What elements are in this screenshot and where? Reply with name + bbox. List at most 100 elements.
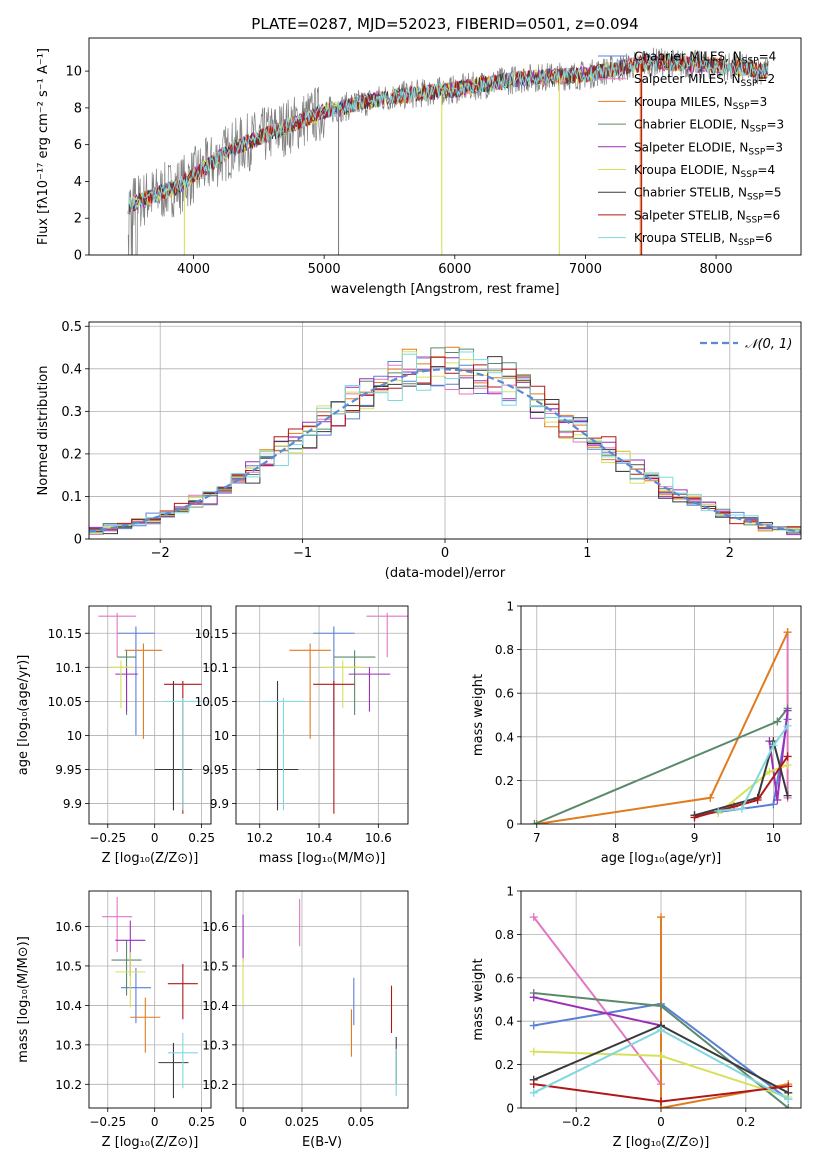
x-axis-label: E(B-V) bbox=[302, 1135, 342, 1150]
plot-area bbox=[98, 612, 202, 814]
weight-marker bbox=[657, 1097, 665, 1106]
x-axis-label: Z [log₁₀(Z/Z⊙)] bbox=[613, 1135, 710, 1150]
weight-marker bbox=[769, 800, 778, 809]
y-tick-label: 0 bbox=[506, 1102, 514, 1116]
y-tick-label: 0 bbox=[74, 249, 82, 264]
weight-marker bbox=[784, 1104, 793, 1108]
y-tick-label: 6 bbox=[74, 138, 82, 153]
y-axis-label: age [log₁₀(age/yr)] bbox=[16, 655, 31, 776]
x-tick-label: 0.05 bbox=[348, 1115, 375, 1129]
x-tick-label: −2 bbox=[151, 546, 170, 561]
legend-value: =2 bbox=[757, 72, 775, 86]
y-tick-label: 10.4 bbox=[55, 999, 82, 1013]
legend-subscript: SSP bbox=[747, 193, 764, 203]
x-tick-label: 10.2 bbox=[246, 831, 273, 845]
weight-marker bbox=[783, 761, 792, 770]
age-vs-Z-panel: −0.25 0 0.25 9.9 9.95 10 10.05 10.1 10.15 Z [log₁… bbox=[16, 605, 215, 866]
plot-area bbox=[127, 47, 769, 255]
legend-entry: Salpeter MILES, NSSP=2 bbox=[634, 72, 775, 89]
weight-line bbox=[532, 916, 662, 1085]
mass-vs-Z-panel: −0.25 0 0.25 10.2 10.3 10.4 10.5 10.6 Z [log₁₀(Z… bbox=[16, 890, 215, 1150]
weight-marker bbox=[784, 1082, 793, 1091]
x-tick-label: −0.25 bbox=[89, 831, 126, 845]
weight-line bbox=[660, 917, 789, 1108]
legend-entry: 𝒩(0, 1) bbox=[745, 337, 792, 352]
y-tick-label: 10.2 bbox=[55, 1078, 82, 1092]
legend-value: =4 bbox=[759, 50, 777, 64]
residual-histogram bbox=[89, 351, 801, 536]
x-tick-label: 0 bbox=[239, 1115, 247, 1129]
y-tick-label: 10.2 bbox=[202, 1078, 229, 1092]
x-tick-label: −0.25 bbox=[89, 1115, 126, 1129]
plot-area bbox=[102, 896, 198, 1099]
y-tick-label: 10.05 bbox=[195, 695, 229, 709]
y-tick-label: 9.95 bbox=[55, 763, 82, 777]
plot-area bbox=[530, 628, 792, 824]
weight-marker bbox=[529, 993, 538, 1002]
legend-subscript: SSP bbox=[748, 147, 765, 157]
y-axis-label: Normed distribution bbox=[36, 366, 51, 496]
weight-line bbox=[534, 707, 789, 824]
x-tick-label: 10 bbox=[766, 831, 781, 845]
age-vs-mass-panel: 10.2 10.4 10.6 9.9 9.95 10 10.05 10.1 10.15 mass … bbox=[195, 605, 409, 866]
y-tick-label: 0.2 bbox=[495, 1058, 514, 1072]
y-tick-label: 9.95 bbox=[202, 763, 229, 777]
weight-line bbox=[533, 996, 662, 1027]
weight-marker bbox=[529, 1088, 538, 1097]
y-tick-label: 0.2 bbox=[61, 447, 82, 462]
legend-entry: Kroupa MILES, NSSP=3 bbox=[634, 95, 767, 112]
axes-frame bbox=[235, 605, 409, 825]
x-tick-label: 7 bbox=[533, 831, 541, 845]
spectrum-model-line bbox=[127, 54, 769, 214]
x-tick-label: 0 bbox=[657, 1115, 665, 1129]
weight-marker bbox=[753, 796, 762, 805]
axes-frame bbox=[88, 37, 802, 256]
legend-value: =3 bbox=[766, 118, 784, 132]
weight-marker bbox=[657, 1002, 665, 1011]
x-tick-label: 7000 bbox=[569, 262, 602, 277]
weight-marker bbox=[737, 804, 746, 813]
weight-marker bbox=[529, 913, 538, 922]
legend-subscript: SSP bbox=[746, 215, 763, 225]
weight-marker bbox=[706, 793, 715, 802]
weight-line bbox=[718, 725, 789, 812]
y-tick-label: 0.4 bbox=[495, 1015, 514, 1029]
y-tick-label: 0.6 bbox=[495, 687, 514, 701]
weight-marker bbox=[657, 913, 665, 922]
x-tick-label: 0 bbox=[151, 1115, 159, 1129]
axes-frame bbox=[88, 605, 212, 825]
x-axis-label: Z [log₁₀(Z/Z⊙)] bbox=[102, 1135, 199, 1150]
x-tick-label: −1 bbox=[293, 546, 312, 561]
weight-marker bbox=[530, 820, 539, 824]
x-tick-label: 1 bbox=[583, 546, 591, 561]
x-tick-label: 0.2 bbox=[736, 1115, 755, 1129]
y-tick-label: 10.15 bbox=[48, 627, 82, 641]
y-tick-label: 10.05 bbox=[48, 695, 82, 709]
y-tick-label: 1 bbox=[506, 600, 514, 614]
weight-marker bbox=[690, 813, 699, 822]
weight-line bbox=[694, 755, 789, 819]
weight-line bbox=[536, 631, 789, 824]
x-tick-label: −0.2 bbox=[562, 1115, 591, 1129]
x-axis-label: mass [log₁₀(M/M⊙)] bbox=[259, 851, 386, 866]
x-tick-label: 0.25 bbox=[188, 1115, 215, 1129]
y-tick-label: 10.15 bbox=[195, 627, 229, 641]
legend-value: =6 bbox=[763, 208, 781, 222]
legend-entry: Kroupa STELIB, NSSP=6 bbox=[634, 231, 772, 248]
x-axis-label: (data-model)/error bbox=[385, 566, 506, 581]
y-tick-label: 0.4 bbox=[61, 362, 82, 377]
weight-marker bbox=[657, 1025, 665, 1034]
weight-marker bbox=[657, 1051, 665, 1060]
y-tick-label: 10.6 bbox=[55, 920, 82, 934]
legend-entry: Salpeter ELODIE, NSSP=3 bbox=[634, 140, 783, 157]
y-tick-label: 2 bbox=[74, 212, 82, 227]
x-axis-label: wavelength [Angstrom, rest frame] bbox=[331, 282, 560, 297]
y-axis-label: Flux [fλ10⁻¹⁷ erg cm⁻² s⁻¹ A⁻¹] bbox=[36, 48, 51, 245]
x-tick-label: 0 bbox=[441, 546, 449, 561]
weight-marker bbox=[784, 1095, 793, 1104]
weight-marker bbox=[765, 767, 774, 776]
x-tick-label: 0.25 bbox=[188, 831, 215, 845]
y-tick-label: 10.5 bbox=[202, 959, 229, 973]
normal-curve bbox=[89, 368, 801, 533]
